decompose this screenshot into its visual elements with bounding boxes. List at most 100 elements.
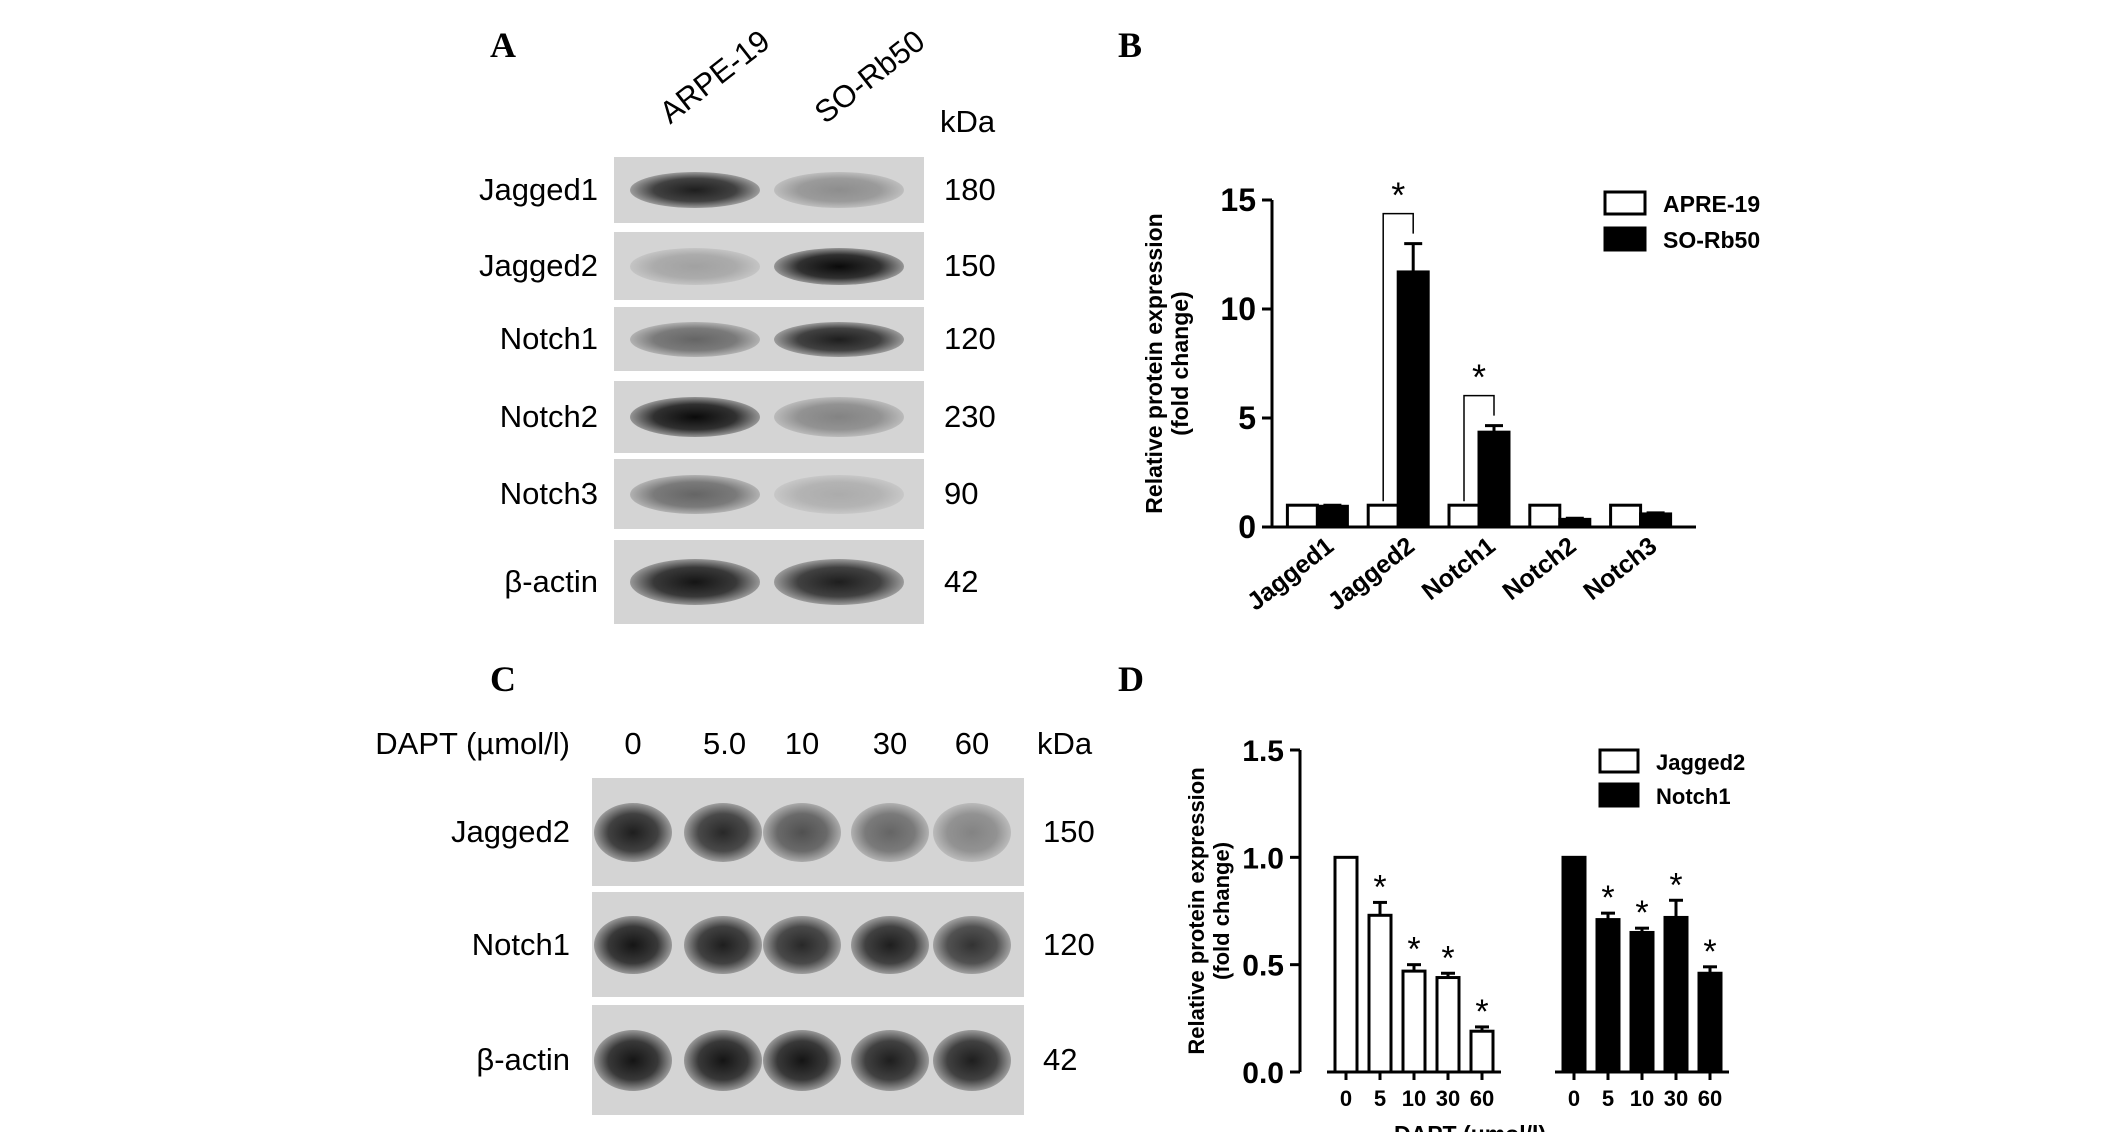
x-tick-label: 0 [1568, 1086, 1580, 1111]
y-tick-label: 1.5 [1242, 735, 1284, 768]
blot-c-kda-value: 150 [1043, 814, 1095, 849]
blot-c-strip [592, 1005, 1024, 1115]
legend-swatch [1603, 190, 1647, 216]
x-tick-label: 60 [1470, 1086, 1494, 1111]
panel-letter-a: A [490, 25, 516, 65]
blot-band [630, 559, 760, 605]
bar [1477, 430, 1511, 529]
dose-label: 0 [624, 726, 642, 761]
dose-label: 5.0 [703, 726, 747, 761]
significance-star: * [1669, 866, 1682, 904]
significance-bracket [1463, 394, 1495, 502]
legend-label: APRE-19 [1663, 191, 1760, 217]
blot-band [774, 474, 904, 514]
lane-header-sorb50: SO-Rb50 [807, 23, 932, 131]
blot-band [684, 802, 762, 862]
bar [1366, 503, 1400, 529]
x-tick-label: Notch2 [1497, 532, 1581, 606]
significance-star: * [1407, 931, 1420, 969]
bar [1333, 855, 1359, 1074]
blot-c-row-label: β-actin [476, 1042, 570, 1077]
y-tick-label: 0.0 [1242, 1057, 1284, 1090]
legend-label: Notch1 [1656, 784, 1731, 809]
x-tick-label: 60 [1698, 1086, 1722, 1111]
x-tick-label: 5 [1602, 1086, 1614, 1111]
blot-c-row-label: Notch1 [471, 926, 570, 962]
blot-band [933, 915, 1011, 974]
blot-a-strip [614, 381, 924, 453]
bar [1663, 915, 1689, 1074]
bar [1561, 855, 1587, 1074]
bar [1285, 503, 1319, 529]
blot-a-kda-value: 42 [944, 564, 979, 599]
blot-a-row-label: Jagged1 [479, 172, 598, 207]
legend-swatch [1603, 226, 1647, 252]
bar [1435, 976, 1461, 1074]
blot-a-kda-value: 150 [944, 248, 996, 283]
blot-a-row-label: β-actin [504, 564, 598, 599]
bar [1639, 512, 1673, 529]
lane-header-arpe19: ARPE-19 [652, 23, 777, 131]
blot-a-row-label: Jagged2 [479, 248, 598, 283]
dose-label: 30 [872, 726, 908, 761]
blot-band [774, 172, 904, 208]
bar [1401, 969, 1427, 1074]
blot-band [684, 1029, 762, 1091]
blot-c-kda-value: 42 [1043, 1042, 1078, 1077]
x-tick-label: Notch1 [1417, 532, 1501, 606]
blot-a-kda-value: 120 [944, 321, 996, 356]
blot-a-kda-value: 230 [944, 399, 996, 434]
blot-band [594, 1029, 672, 1091]
blot-band [774, 321, 904, 357]
bar [1609, 503, 1643, 529]
bar [1697, 971, 1723, 1074]
blot-band [594, 915, 672, 974]
blot-c-strip [592, 892, 1024, 997]
y-tick-label: 0.5 [1242, 950, 1284, 983]
x-tick-label: 0 [1340, 1086, 1352, 1111]
blot-band [684, 915, 762, 974]
blot-band [774, 247, 904, 285]
y-tick-label: 5 [1238, 400, 1256, 436]
y-tick-label: 10 [1220, 291, 1256, 327]
blot-a-strip [614, 157, 924, 223]
panel-letter-d: D [1118, 659, 1144, 699]
blot-c-row-label: Jagged2 [451, 814, 570, 849]
x-tick-label: 5 [1374, 1086, 1386, 1111]
blot-band [763, 1029, 841, 1091]
blot-band [774, 397, 904, 437]
legend-label: Jagged2 [1656, 750, 1745, 775]
bar [1367, 913, 1393, 1074]
y-tick-label: 0 [1238, 509, 1256, 545]
blot-c-strip [592, 778, 1024, 886]
blot-a-row-label: Notch2 [499, 399, 598, 434]
blot-a-strip [614, 459, 924, 529]
blot-a-kda-value: 90 [944, 476, 979, 511]
blot-band [851, 802, 929, 862]
blot-band [630, 172, 760, 208]
significance-star: * [1475, 993, 1488, 1031]
significance-star: * [1472, 357, 1486, 398]
blot-band [933, 802, 1011, 862]
legend-swatch [1598, 748, 1640, 774]
blot-a-strip [614, 232, 924, 300]
significance-star: * [1373, 868, 1386, 906]
y-axis-label: Relative protein expression(fold change) [1141, 213, 1193, 513]
blot-band [630, 397, 760, 437]
blot-band [630, 474, 760, 514]
significance-bracket [1382, 212, 1414, 502]
x-tick-label: Jagged1 [1242, 532, 1339, 617]
blot-a-row-label: Notch3 [499, 476, 598, 511]
blot-band [774, 559, 904, 605]
legend-label: SO-Rb50 [1663, 227, 1760, 253]
blot-a-row-label: Notch1 [499, 321, 598, 356]
x-tick-label: 30 [1436, 1086, 1460, 1111]
blot-band [851, 915, 929, 974]
bar [1595, 918, 1621, 1074]
blot-a-strip [614, 540, 924, 624]
chart-b: 0 5 10 15 Relative protein expression(fold c… [1141, 175, 1760, 617]
bar [1315, 504, 1349, 529]
blot-band [630, 247, 760, 285]
bar [1528, 503, 1562, 529]
